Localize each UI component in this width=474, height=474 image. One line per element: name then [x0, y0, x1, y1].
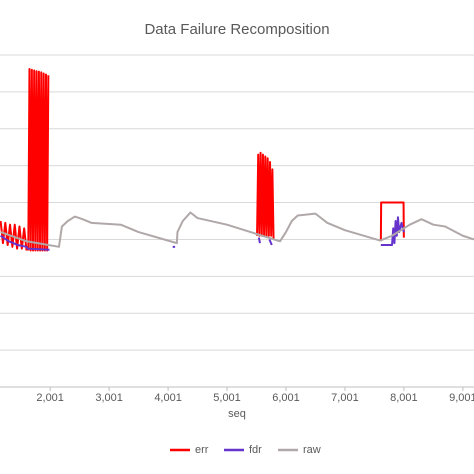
chart-title: Data Failure Recomposition — [144, 21, 329, 38]
legend-label: fdr — [249, 444, 262, 456]
x-tick-label: 2,001 — [36, 392, 64, 404]
legend-label: err — [195, 444, 209, 456]
x-tick-label: 5,001 — [213, 392, 241, 404]
x-tick-label: 7,001 — [331, 392, 359, 404]
series-line — [0, 216, 405, 251]
x-axis-label: seq — [228, 408, 246, 420]
x-tick-label: 6,001 — [272, 392, 300, 404]
series-line — [0, 68, 405, 252]
x-tick-label: 8,001 — [390, 392, 418, 404]
series-line — [0, 211, 474, 248]
x-tick-label: 3,001 — [95, 392, 123, 404]
x-tick-label: 9,001 — [449, 392, 474, 404]
x-tick-label: 4,001 — [154, 392, 182, 404]
legend-label: raw — [303, 444, 321, 456]
